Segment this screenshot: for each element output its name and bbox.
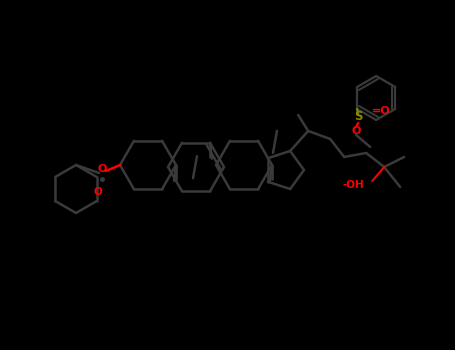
Text: S: S <box>354 111 362 124</box>
Text: O: O <box>93 187 102 197</box>
Text: O: O <box>351 126 361 136</box>
Text: =O: =O <box>372 106 391 116</box>
Text: O: O <box>97 164 106 174</box>
Text: -OH: -OH <box>343 180 364 190</box>
